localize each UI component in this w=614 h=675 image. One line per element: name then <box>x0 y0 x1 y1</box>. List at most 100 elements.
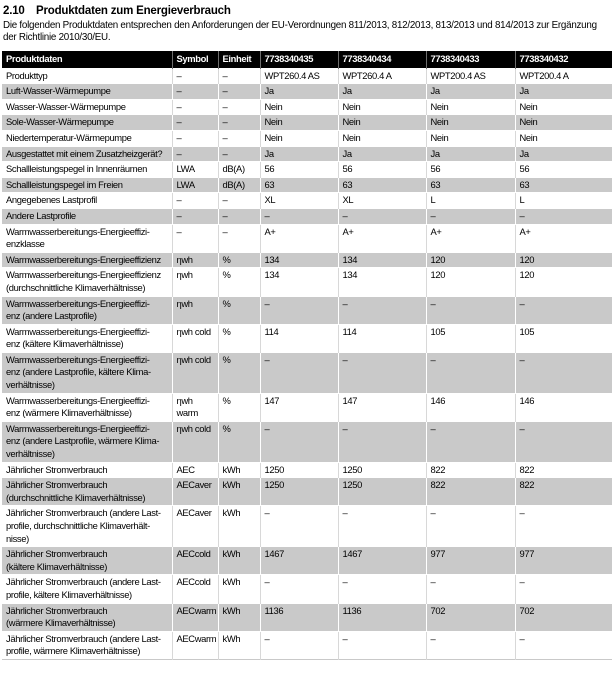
column-header-produktdaten: Produktdaten <box>2 51 172 69</box>
row-value: Nein <box>259 99 338 115</box>
row-value: – <box>514 352 612 394</box>
row-unit: – <box>217 224 260 253</box>
row-value: WPT260.4 AS <box>259 68 338 84</box>
table-header-row: Produktdaten Symbol Einheit 7738340435 7… <box>2 51 612 69</box>
row-value: Ja <box>514 146 612 162</box>
row-unit: – <box>217 83 260 100</box>
row-symbol: ηwh warm <box>171 393 218 422</box>
table-row: Warmwasserbereitungs-Energieeffizi- enz … <box>2 421 612 463</box>
row-value: A+ <box>337 224 426 253</box>
row-value: 1250 <box>337 477 426 506</box>
section-number: 2.10 <box>3 5 25 17</box>
row-value: 120 <box>514 252 612 268</box>
row-value: 822 <box>514 462 612 478</box>
row-value: 1136 <box>259 603 338 632</box>
row-value: – <box>514 574 612 604</box>
row-symbol: – <box>171 99 218 115</box>
row-value: Nein <box>514 114 612 131</box>
row-symbol: AECaver <box>171 477 218 506</box>
row-value: 146 <box>514 393 612 422</box>
row-value: 822 <box>425 462 515 478</box>
row-symbol: ηwh <box>171 267 218 296</box>
row-value: 134 <box>259 267 338 296</box>
table-row: Jährlicher Stromverbrauch (andere Last- … <box>2 574 612 604</box>
row-value: A+ <box>514 224 612 253</box>
row-label: Produkttyp <box>6 69 48 81</box>
column-header-model-7738340433: 7738340433 <box>425 51 515 69</box>
row-symbol: ηwh <box>171 252 218 268</box>
row-value: 1136 <box>337 603 426 632</box>
row-value: 134 <box>337 252 426 268</box>
column-header-model-7738340434: 7738340434 <box>337 51 426 69</box>
row-label: Warmwasserbereitungs-Energieeffizienz (d… <box>6 269 161 293</box>
table-row: Jährlicher Stromverbrauch (kältere Klima… <box>2 546 612 575</box>
row-unit: % <box>217 324 260 353</box>
row-value: – <box>514 421 612 463</box>
table-row: Warmwasserbereitungs-Energieeffizienz ηw… <box>2 252 612 268</box>
row-value: – <box>425 352 515 394</box>
row-value: 63 <box>259 177 338 193</box>
row-unit: dB(A) <box>217 177 260 193</box>
table-row: Warmwasserbereitungs-Energieeffizi- enz … <box>2 393 612 422</box>
table-row: Angegebenes Lastprofil – – XL XL L L <box>2 192 612 209</box>
table-row: Jährlicher Stromverbrauch (andere Last- … <box>2 505 612 547</box>
row-unit: kWh <box>217 631 260 660</box>
row-value: 147 <box>337 393 426 422</box>
row-value: 120 <box>514 267 612 296</box>
row-value: – <box>337 505 426 547</box>
row-label: Warmwasserbereitungs-Energieeffizi- enz … <box>6 297 150 322</box>
row-value: WPT200.4 A <box>514 68 612 84</box>
row-unit: % <box>217 296 260 325</box>
row-unit: % <box>217 421 260 463</box>
row-unit: % <box>217 352 260 394</box>
row-value: 114 <box>259 324 338 353</box>
table-row: Wasser-Wasser-Wärmepumpe – – Nein Nein N… <box>2 99 612 115</box>
row-value: Nein <box>425 130 515 147</box>
row-value: WPT200.4 AS <box>425 68 515 84</box>
column-header-einheit: Einheit <box>217 51 260 69</box>
row-value: 56 <box>337 161 426 178</box>
table-row: Warmwasserbereitungs-Energieeffizi- enzk… <box>2 224 612 253</box>
row-value: 105 <box>425 324 515 353</box>
table-row: Ausgestattet mit einem Zusatzheizgerät? … <box>2 146 612 162</box>
row-value: 120 <box>425 267 515 296</box>
row-symbol: AECwarm <box>171 603 218 632</box>
row-value: XL <box>337 192 426 209</box>
row-value: 822 <box>425 477 515 506</box>
table-row: Warmwasserbereitungs-Energieeffizienz (d… <box>2 267 612 296</box>
row-value: 63 <box>425 177 515 193</box>
row-unit: % <box>217 267 260 296</box>
row-label: Jährlicher Stromverbrauch (andere Last- … <box>6 576 161 600</box>
row-value: – <box>425 296 515 325</box>
row-unit: % <box>217 393 260 422</box>
row-value: 114 <box>337 324 426 353</box>
row-value: WPT260.4 A <box>337 68 426 84</box>
row-label: Andere Lastprofile <box>6 209 76 221</box>
table-body: Produkttyp – – WPT260.4 AS WPT260.4 A WP… <box>2 68 612 660</box>
row-label: Jährlicher Stromverbrauch (durchschnittl… <box>6 479 146 503</box>
row-value: Nein <box>337 99 426 115</box>
row-label: Warmwasserbereitungs-Energieeffizi- enz … <box>6 325 150 350</box>
row-label: Warmwasserbereitungs-Energieeffizi- enz … <box>6 422 160 460</box>
row-label: Jährlicher Stromverbrauch (andere Last- … <box>6 507 161 544</box>
row-value: – <box>425 505 515 547</box>
row-label: Schallleistungspegel im Freien <box>6 178 123 190</box>
row-value: Ja <box>259 83 338 100</box>
row-label: Warmwasserbereitungs-Energieeffizienz <box>6 253 161 265</box>
row-value: 134 <box>259 252 338 268</box>
row-value: – <box>259 574 338 604</box>
row-symbol: – <box>171 114 218 131</box>
row-unit: kWh <box>217 574 260 604</box>
section-title: Produktdaten zum Energieverbrauch <box>36 5 231 17</box>
row-label: Jährlicher Stromverbrauch <box>6 463 108 475</box>
row-value: Nein <box>259 130 338 147</box>
row-label: Jährlicher Stromverbrauch (kältere Klima… <box>6 548 108 572</box>
row-value: 977 <box>425 546 515 575</box>
page-title: 2.10 Produktdaten zum Energieverbrauch <box>3 5 612 17</box>
row-value: 120 <box>425 252 515 268</box>
row-value: 822 <box>514 477 612 506</box>
row-symbol: – <box>171 146 218 162</box>
row-value: – <box>425 208 515 225</box>
row-value: 56 <box>259 161 338 178</box>
